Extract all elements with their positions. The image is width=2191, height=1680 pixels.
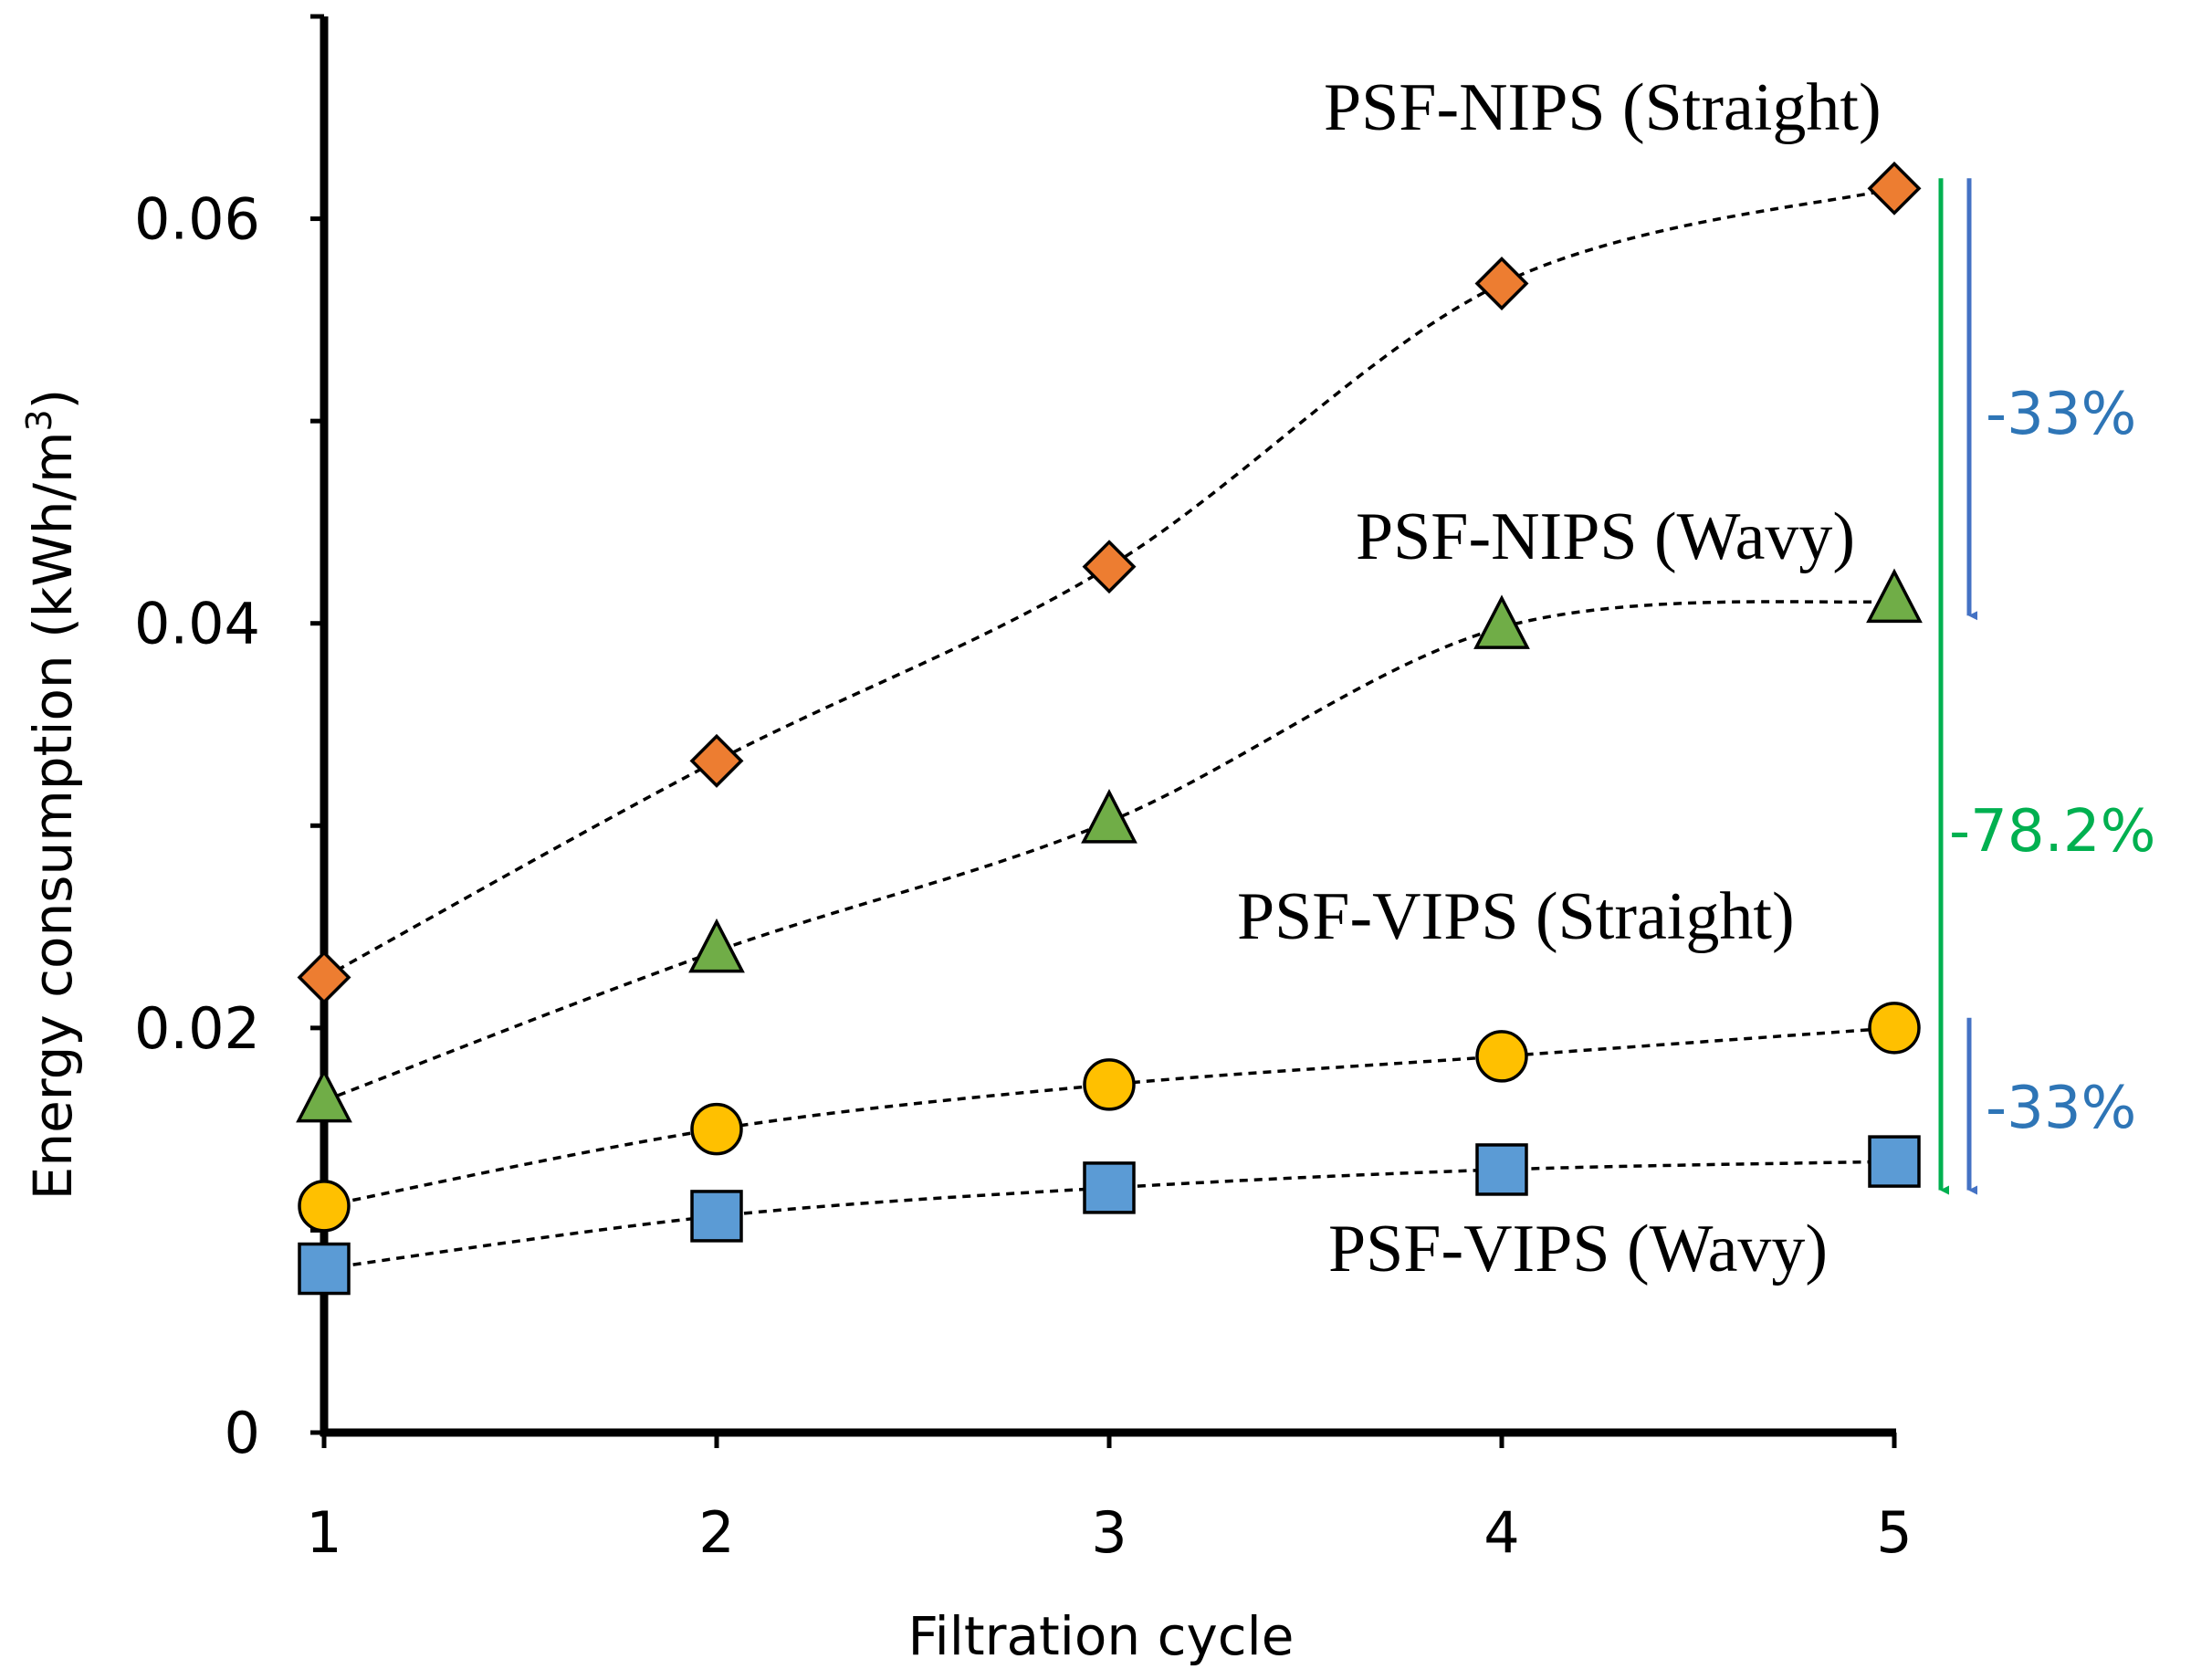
- data-point-psf-vips-straight: [1868, 1002, 1921, 1055]
- y-axis-title-superscript: 3: [19, 409, 59, 431]
- data-point-psf-nips-straight: [1082, 540, 1137, 594]
- data-point-psf-vips-wavy: [1083, 1161, 1136, 1214]
- data-point-psf-nips-wavy: [1081, 789, 1137, 844]
- x-tick-label: 2: [698, 1499, 734, 1566]
- data-point-psf-nips-straight: [689, 733, 744, 788]
- data-point-psf-vips-straight: [298, 1180, 351, 1233]
- x-axis-ticks: 1 2 3 4 5: [306, 1433, 1913, 1566]
- y-axis-ticks: 0 0.02 0.04 0.06: [134, 14, 324, 1466]
- x-tick-label: 1: [306, 1499, 341, 1566]
- data-point-psf-vips-wavy: [1475, 1143, 1528, 1196]
- y-axis-title-close: ): [22, 389, 84, 410]
- data-point-psf-nips-straight: [1867, 161, 1922, 215]
- y-tick-label: 0: [225, 1400, 260, 1466]
- data-point-psf-vips-straight: [1083, 1058, 1136, 1111]
- y-tick-label: 0.04: [134, 591, 260, 657]
- data-point-psf-nips-straight: [297, 950, 351, 1004]
- y-axis-title-main: Energy consumption (kWh/m: [22, 432, 84, 1201]
- data-point-psf-nips-straight: [1474, 256, 1529, 310]
- data-point-psf-vips-straight: [1475, 1030, 1528, 1083]
- data-point-psf-vips-wavy: [690, 1190, 743, 1243]
- y-axis-title: Energy consumption (kWh/m3): [19, 389, 84, 1201]
- series-label-psf-nips-wavy: PSF-NIPS (Wavy): [1356, 499, 1855, 574]
- reduction-label-nips: -33%: [1986, 381, 2136, 448]
- series-line-psf-nips-wavy: [323, 599, 1895, 1103]
- data-point-psf-vips-wavy: [1868, 1135, 1921, 1188]
- x-tick-label: 4: [1483, 1499, 1519, 1566]
- series-markers: [296, 161, 1923, 1296]
- series-label-psf-vips-wavy: PSF-VIPS (Wavy): [1328, 1212, 1828, 1286]
- x-tick-label: 3: [1091, 1499, 1127, 1566]
- data-point-psf-nips-wavy: [688, 918, 745, 973]
- y-tick-label: 0.06: [134, 186, 260, 253]
- y-tick-label: 0.02: [134, 995, 260, 1062]
- x-axis-title: Filtration cycle: [908, 1605, 1295, 1667]
- series-label-psf-vips-straight: PSF-VIPS (Straight): [1237, 879, 1795, 954]
- data-point-psf-vips-straight: [690, 1102, 743, 1156]
- series-line-psf-nips-straight: [323, 186, 1895, 979]
- data-point-psf-nips-wavy: [1866, 568, 1923, 624]
- x-tick-label: 5: [1876, 1499, 1912, 1566]
- reduction-label-total: -78.2%: [1949, 798, 2155, 866]
- data-point-psf-nips-wavy: [296, 1067, 352, 1123]
- reduction-label-vips: -33%: [1986, 1075, 2136, 1142]
- data-point-psf-vips-wavy: [298, 1242, 351, 1296]
- data-point-psf-nips-wavy: [1473, 594, 1530, 649]
- series-label-psf-nips-straight: PSF-NIPS (Straight): [1324, 70, 1882, 145]
